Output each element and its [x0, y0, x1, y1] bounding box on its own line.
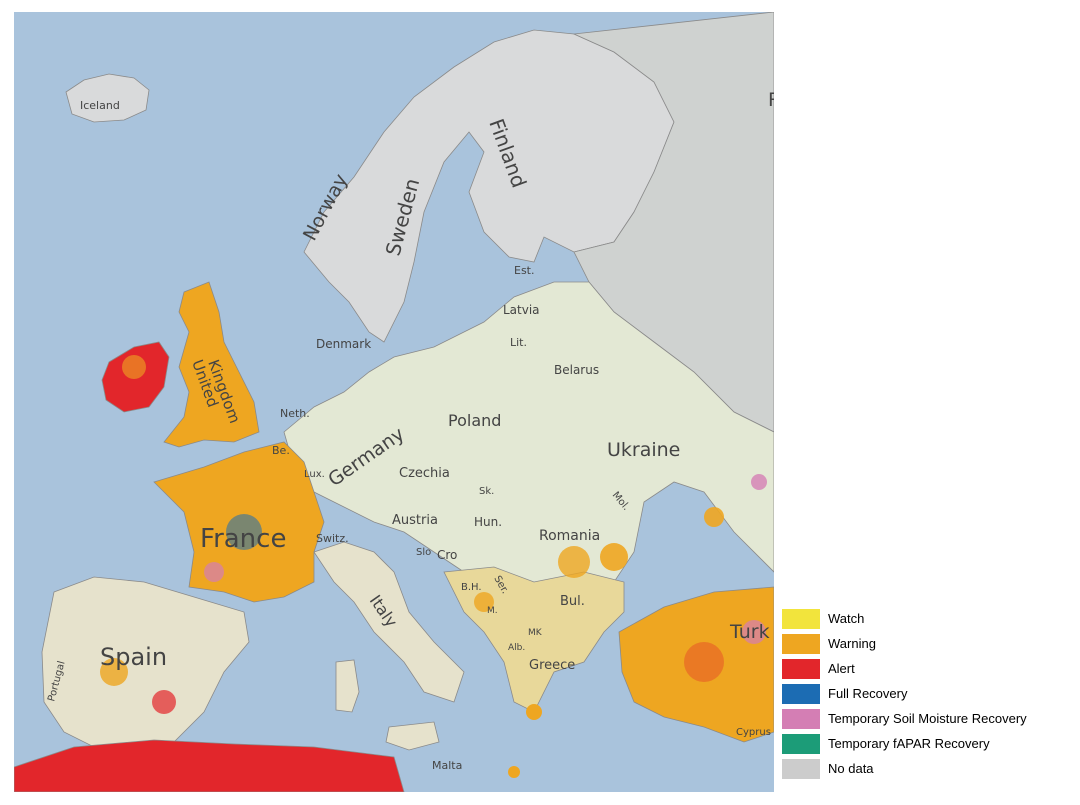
label-romania: Romania [539, 528, 600, 544]
label-poland: Poland [448, 411, 501, 430]
sicily-region [385, 721, 440, 751]
europe-drought-map[interactable]: Iceland Norway Sweden Finland Est. Latvi… [14, 12, 774, 792]
label-luxembourg: Lux. [304, 469, 325, 480]
label-switzerland: Switz. [316, 532, 349, 545]
label-netherlands: Neth. [280, 407, 310, 420]
label-spain: Spain [100, 643, 167, 671]
label-lithuania: Lit. [510, 336, 527, 349]
italy-region [313, 541, 465, 703]
label-slovenia: Slo [416, 547, 431, 558]
label-czechia: Czechia [399, 466, 450, 481]
label-bosnia: B.H. [461, 582, 482, 593]
legend-label-alert: Alert [828, 661, 855, 676]
label-montenegro: M. [487, 606, 498, 616]
continental-landmass [283, 281, 774, 653]
label-hungary: Hun. [474, 515, 502, 529]
legend-label-warning: Warning [828, 636, 876, 651]
legend-item-full-recovery: Full Recovery [782, 681, 1072, 706]
label-malta: Malta [432, 759, 462, 772]
legend-label-soil-moisture-recovery: Temporary Soil Moisture Recovery [828, 711, 1027, 726]
legend-item-alert: Alert [782, 656, 1072, 681]
label-ukraine: Ukraine [607, 439, 680, 461]
label-estonia: Est. [514, 264, 535, 277]
label-albania: Alb. [508, 643, 525, 653]
legend: Watch Warning Alert Full Recovery Tempor… [782, 606, 1072, 781]
legend-swatch-soil-moisture-recovery [782, 708, 820, 729]
turkey-region [618, 586, 774, 743]
scandinavia-landmass [303, 29, 675, 343]
label-denmark: Denmark [316, 337, 371, 351]
sardinia-region [335, 659, 360, 713]
label-austria: Austria [392, 513, 438, 528]
label-bulgaria: Bul. [560, 594, 585, 609]
legend-swatch-alert [782, 658, 820, 679]
iceland-landmass [65, 73, 150, 123]
label-cyprus: Cyprus [736, 727, 771, 738]
label-belgium: Be. [272, 444, 290, 457]
legend-swatch-no-data [782, 758, 820, 779]
label-turkey: Turk [729, 621, 770, 643]
legend-item-fapar-recovery: Temporary fAPAR Recovery [782, 731, 1072, 756]
legend-item-watch: Watch [782, 606, 1072, 631]
label-france: France [200, 524, 286, 554]
uk-region [163, 281, 260, 448]
legend-item-no-data: No data [782, 756, 1072, 781]
iberia-region [41, 576, 250, 753]
legend-swatch-watch [782, 608, 820, 629]
legend-label-watch: Watch [828, 611, 865, 626]
label-iceland: Iceland [80, 99, 120, 112]
label-croatia: Cro [437, 548, 457, 562]
label-latvia: Latvia [503, 303, 540, 317]
label-slovakia: Sk. [479, 486, 494, 497]
north-africa-region [14, 739, 405, 792]
legend-swatch-warning [782, 633, 820, 654]
label-belarus: Belarus [554, 363, 599, 377]
legend-label-fapar-recovery: Temporary fAPAR Recovery [828, 736, 990, 751]
legend-item-warning: Warning [782, 631, 1072, 656]
label-russia: R [768, 89, 774, 111]
legend-swatch-fapar-recovery [782, 733, 820, 754]
legend-label-no-data: No data [828, 761, 874, 776]
legend-item-soil-moisture-recovery: Temporary Soil Moisture Recovery [782, 706, 1072, 731]
drought-speckles [100, 316, 767, 778]
legend-label-full-recovery: Full Recovery [828, 686, 908, 701]
label-north-macedonia: MK [528, 628, 543, 638]
label-greece: Greece [529, 658, 575, 673]
legend-swatch-full-recovery [782, 683, 820, 704]
